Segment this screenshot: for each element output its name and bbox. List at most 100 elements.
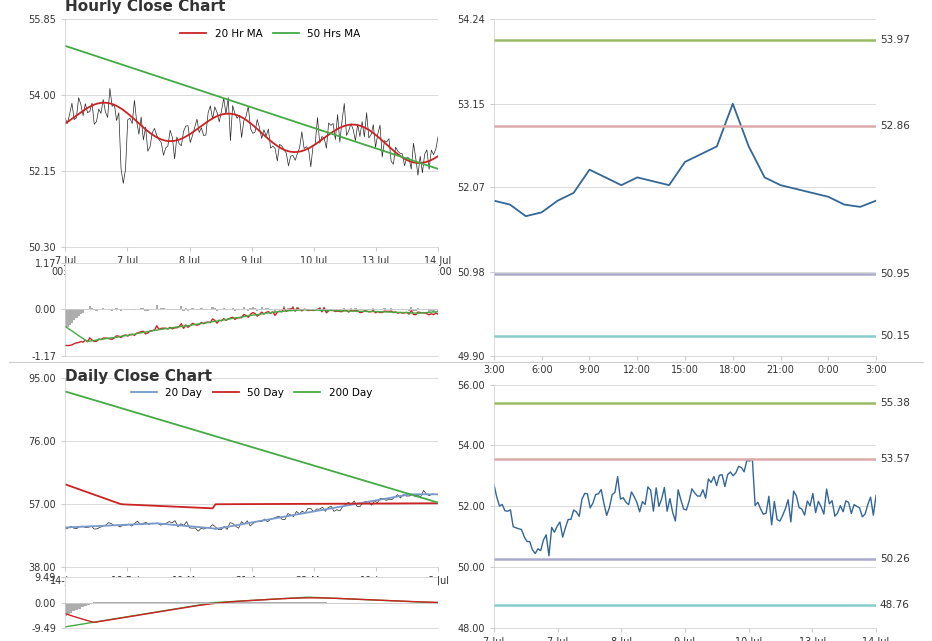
Text: Daily Close Chart: Daily Close Chart bbox=[65, 369, 212, 383]
Bar bbox=[162, 308, 165, 310]
Bar bbox=[212, 602, 214, 603]
Bar bbox=[296, 307, 298, 310]
Bar bbox=[290, 308, 292, 310]
Bar bbox=[216, 310, 218, 312]
Bar bbox=[208, 602, 212, 603]
Bar bbox=[64, 310, 66, 328]
Bar bbox=[412, 310, 415, 311]
Bar bbox=[191, 308, 194, 310]
Text: Hourly Close Chart: Hourly Close Chart bbox=[65, 0, 226, 14]
Text: 53.97: 53.97 bbox=[880, 35, 910, 45]
Bar bbox=[183, 310, 185, 312]
Bar bbox=[274, 310, 276, 313]
Bar bbox=[71, 310, 73, 323]
Bar bbox=[63, 603, 67, 616]
Bar bbox=[180, 306, 183, 310]
Text: 50.26: 50.26 bbox=[880, 554, 910, 564]
Bar bbox=[319, 308, 321, 310]
Bar bbox=[78, 603, 81, 609]
Bar bbox=[391, 308, 392, 310]
Bar bbox=[410, 307, 412, 310]
Bar bbox=[247, 310, 250, 311]
Bar bbox=[124, 308, 127, 310]
Bar bbox=[140, 308, 143, 310]
Bar bbox=[146, 310, 149, 311]
Bar bbox=[66, 310, 69, 327]
Bar bbox=[213, 308, 216, 310]
Text: 52.86: 52.86 bbox=[880, 121, 910, 131]
Bar bbox=[116, 308, 117, 310]
Bar bbox=[104, 308, 106, 310]
Bar bbox=[229, 308, 231, 310]
Bar bbox=[234, 310, 236, 311]
Bar bbox=[316, 308, 319, 310]
Bar bbox=[91, 308, 93, 310]
Bar bbox=[307, 602, 309, 603]
Bar bbox=[242, 307, 245, 310]
Bar bbox=[283, 306, 285, 310]
Text: 53.57: 53.57 bbox=[880, 454, 910, 463]
Text: 55.38: 55.38 bbox=[880, 399, 910, 408]
Bar bbox=[323, 307, 325, 310]
Bar bbox=[143, 308, 144, 310]
Legend: 20 Hr MA, 50 Hrs MA: 20 Hr MA, 50 Hrs MA bbox=[176, 24, 364, 43]
Bar bbox=[417, 308, 419, 310]
Bar bbox=[415, 310, 417, 311]
Bar bbox=[80, 310, 82, 313]
Bar bbox=[432, 310, 434, 312]
Bar bbox=[87, 603, 89, 605]
Bar bbox=[261, 308, 263, 310]
Bar bbox=[73, 603, 75, 612]
Bar bbox=[292, 306, 295, 310]
Text: 50.95: 50.95 bbox=[880, 269, 910, 279]
Bar bbox=[144, 310, 146, 312]
Bar bbox=[265, 308, 267, 310]
Bar bbox=[95, 310, 98, 311]
Bar bbox=[82, 310, 84, 313]
Bar bbox=[287, 308, 290, 310]
Bar bbox=[187, 310, 189, 311]
Bar bbox=[70, 603, 73, 613]
Bar bbox=[103, 308, 104, 310]
Bar bbox=[69, 310, 71, 325]
Text: Note: 1 Hour Chart for Last 24 Hours: Note: 1 Hour Chart for Last 24 Hours bbox=[596, 395, 774, 405]
Bar bbox=[75, 603, 78, 610]
Text: 50.15: 50.15 bbox=[880, 331, 910, 342]
Bar bbox=[321, 310, 323, 311]
Bar bbox=[350, 308, 352, 310]
Bar bbox=[111, 310, 113, 311]
Bar bbox=[231, 308, 234, 310]
Bar bbox=[428, 310, 431, 312]
Bar bbox=[431, 310, 432, 311]
Legend: 20 Day, 50 Day, 200 Day: 20 Day, 50 Day, 200 Day bbox=[127, 383, 377, 402]
Bar bbox=[383, 308, 386, 310]
Bar bbox=[354, 308, 357, 310]
Bar bbox=[75, 310, 77, 318]
Bar bbox=[169, 308, 171, 310]
Bar bbox=[89, 603, 92, 604]
Bar bbox=[81, 603, 84, 608]
Bar bbox=[185, 308, 187, 310]
Bar bbox=[77, 310, 80, 316]
Bar bbox=[214, 602, 217, 603]
Bar bbox=[73, 310, 75, 320]
Bar bbox=[205, 308, 207, 310]
Bar bbox=[89, 306, 91, 310]
Legend: Divergence, MACD, MACD Signal Line: Divergence, MACD, MACD Signal Line bbox=[94, 381, 409, 400]
Bar bbox=[160, 308, 162, 310]
Bar bbox=[254, 308, 256, 310]
Bar bbox=[156, 305, 158, 310]
Legend: Close, R2, R1, S1, S2: Close, R2, R1, S1, S2 bbox=[531, 385, 801, 403]
Bar bbox=[200, 308, 202, 310]
Bar bbox=[250, 308, 252, 310]
Bar bbox=[252, 307, 254, 310]
Bar bbox=[217, 602, 220, 603]
Bar bbox=[343, 308, 346, 310]
Bar bbox=[408, 310, 410, 311]
Bar bbox=[325, 310, 327, 312]
Bar bbox=[67, 603, 70, 614]
Bar bbox=[372, 308, 375, 310]
Bar bbox=[437, 310, 439, 312]
Text: 48.76: 48.76 bbox=[880, 600, 910, 610]
Bar bbox=[84, 603, 87, 606]
